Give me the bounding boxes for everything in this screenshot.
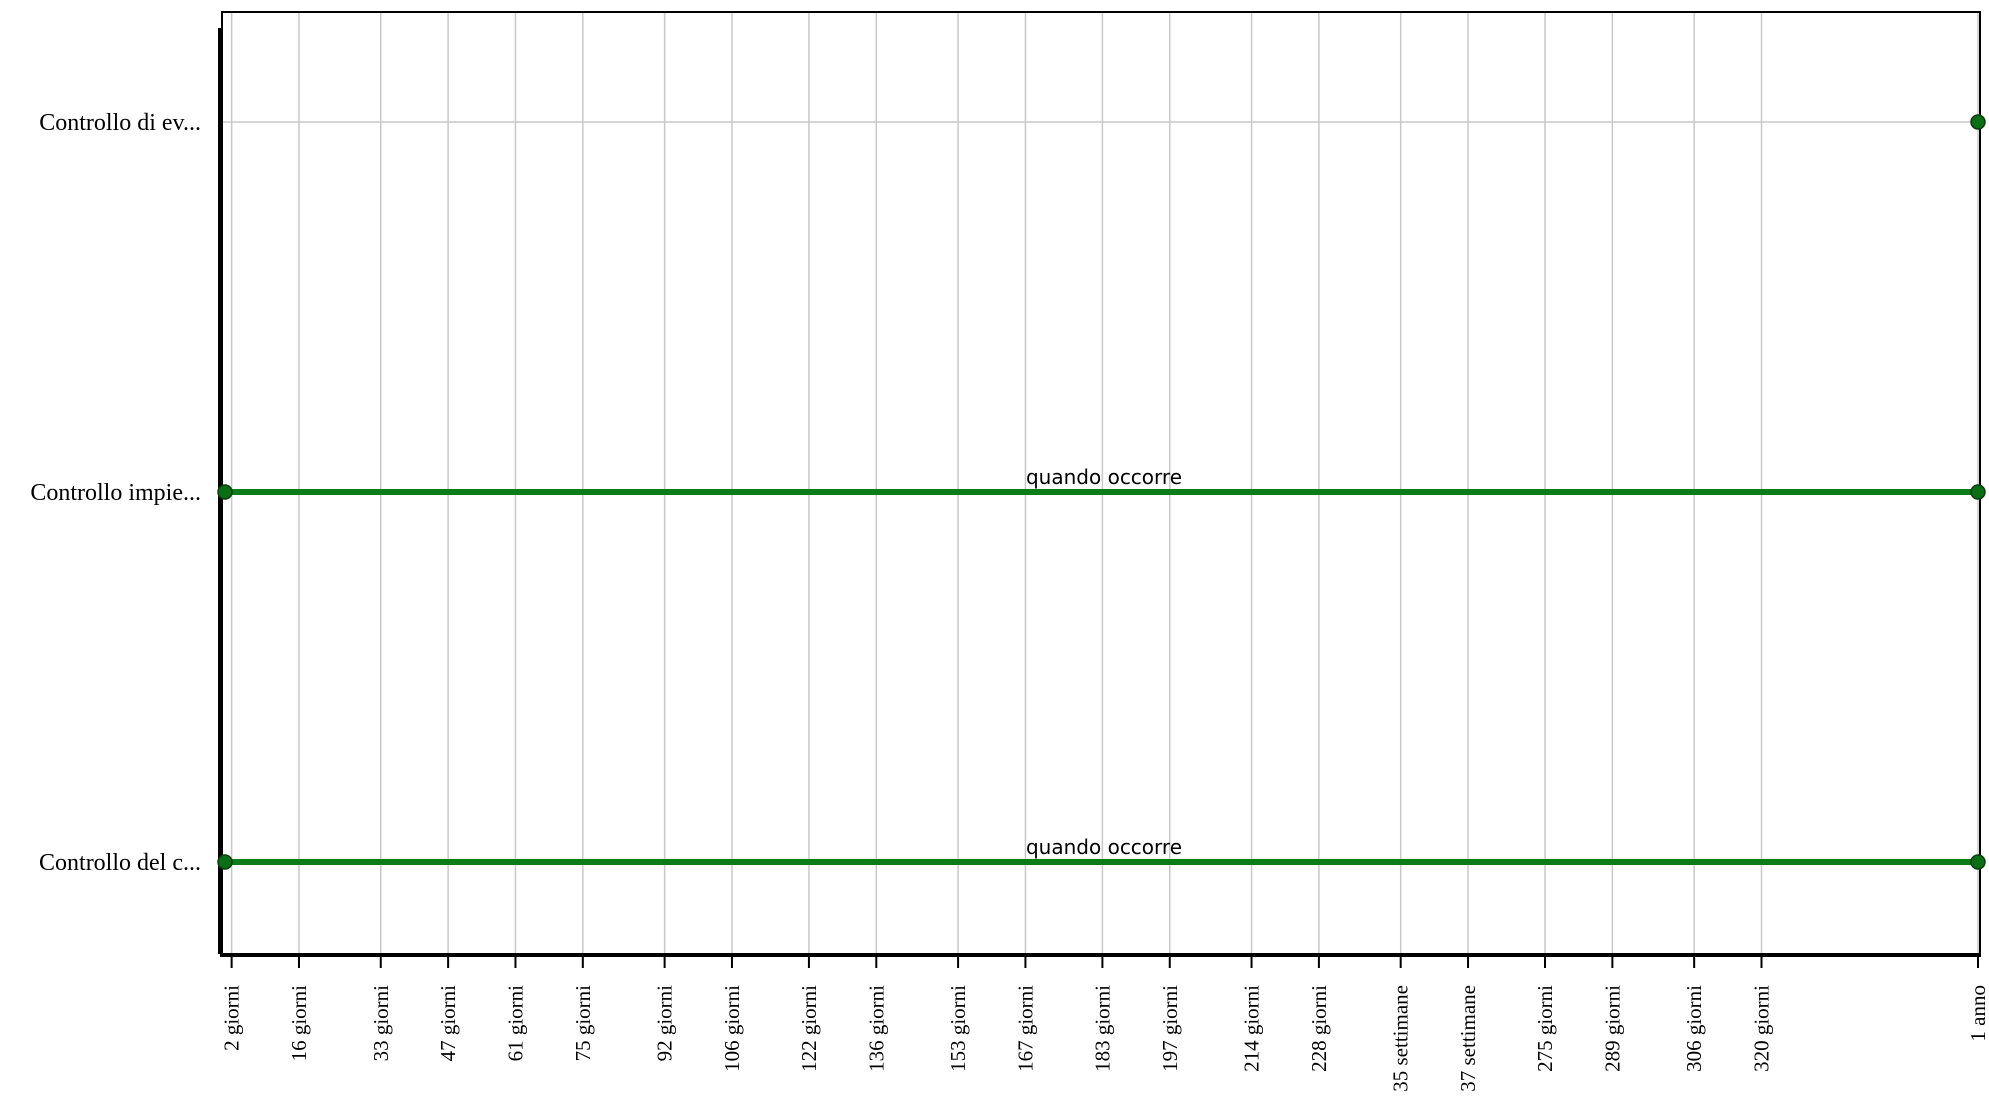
- x-tick-label: 92 giorni: [653, 985, 677, 1062]
- x-tick-label: 228 giorni: [1307, 985, 1331, 1072]
- x-tick-label: 214 giorni: [1240, 985, 1264, 1072]
- x-axis-ticks: 2 giorni 16 giorni 33 giorni 47 giorni 61 gi…: [220, 955, 1989, 1092]
- x-tick-label: 61 giorni: [503, 985, 527, 1062]
- x-tick-label: 122 giorni: [797, 985, 821, 1072]
- row-label: Controllo di ev...: [39, 110, 201, 136]
- x-tick-label: 75 giorni: [571, 985, 595, 1062]
- x-tick-label: 289 giorni: [1600, 985, 1624, 1072]
- x-tick-label: 183 giorni: [1090, 985, 1114, 1072]
- x-tick-label: 167 giorni: [1013, 985, 1037, 1072]
- x-tick-label: 106 giorni: [720, 985, 744, 1072]
- x-tick-label: 136 giorni: [864, 985, 888, 1072]
- event-marker: [1970, 854, 1986, 870]
- x-tick-label: 37 settimane: [1456, 985, 1480, 1092]
- row-label: Controllo impie...: [30, 480, 201, 506]
- bar-label: quando occorre: [1026, 835, 1182, 859]
- bar-label: quando occorre: [1026, 465, 1182, 489]
- event-marker: [217, 854, 233, 870]
- timeline-bars: quando occorre quando occorre: [217, 114, 1986, 870]
- event-marker: [217, 484, 233, 500]
- x-tick-label: 16 giorni: [287, 985, 311, 1062]
- x-tick-label: 275 giorni: [1533, 985, 1557, 1072]
- event-marker: [1970, 484, 1986, 500]
- x-tick-label: 35 settimane: [1389, 985, 1413, 1092]
- x-tick-label: 47 giorni: [436, 985, 460, 1062]
- row-labels: Controllo di ev... Controllo impie... Cont…: [30, 110, 201, 876]
- x-tick-label: 2 giorni: [220, 985, 244, 1051]
- x-tick-label: 153 giorni: [946, 985, 970, 1072]
- grid-layer: [222, 12, 1979, 954]
- row-label: Controllo del c...: [39, 850, 201, 876]
- x-tick-label: 197 giorni: [1158, 985, 1182, 1072]
- x-tick-label: 306 giorni: [1682, 985, 1706, 1072]
- x-tick-label: 1 anno: [1966, 985, 1989, 1042]
- x-tick-label: 33 giorni: [369, 985, 393, 1062]
- event-marker: [1970, 114, 1986, 130]
- x-tick-label: 320 giorni: [1750, 985, 1774, 1072]
